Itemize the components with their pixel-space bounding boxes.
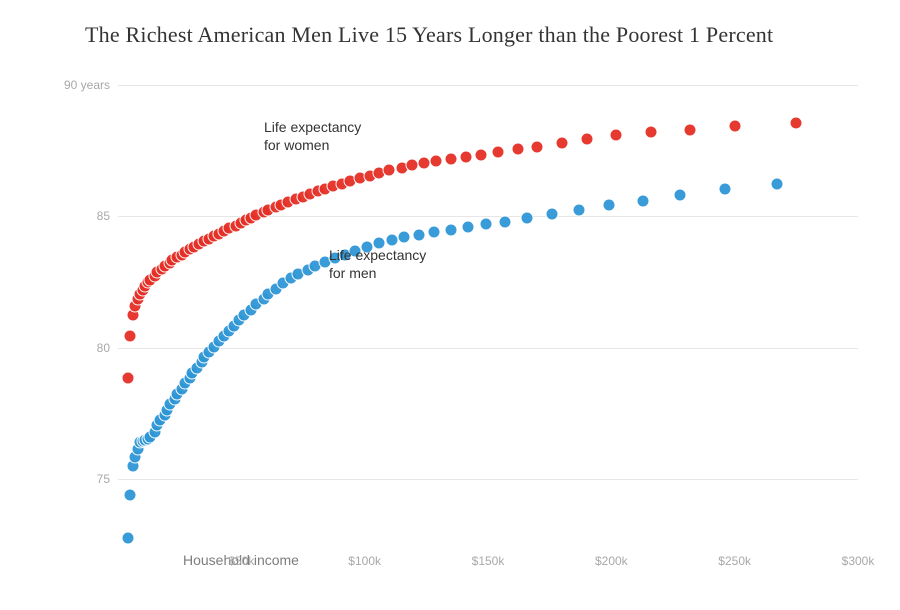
chart-title: The Richest American Men Live 15 Years L…	[85, 22, 773, 48]
data-point-men	[499, 215, 512, 228]
data-point-women	[644, 126, 657, 139]
series-label-women: Life expectancyfor women	[264, 118, 361, 154]
series-label-men: Life expectancyfor men	[329, 246, 426, 282]
data-point-women	[405, 159, 418, 172]
data-point-women	[383, 164, 396, 177]
data-point-men	[121, 532, 134, 545]
data-point-women	[556, 136, 569, 149]
gridline	[118, 479, 858, 480]
data-point-women	[531, 140, 544, 153]
data-point-men	[427, 226, 440, 239]
data-point-men	[602, 198, 615, 211]
data-point-women	[474, 148, 487, 161]
y-tick-label: 80	[97, 341, 110, 355]
x-tick-label: $100k	[348, 554, 381, 568]
data-point-men	[445, 223, 458, 236]
plot-area	[118, 85, 858, 545]
data-point-women	[790, 117, 803, 130]
x-tick-label: $200k	[595, 554, 628, 568]
data-point-men	[462, 220, 475, 233]
data-point-men	[398, 231, 411, 244]
x-tick-label: $150k	[472, 554, 505, 568]
data-point-women	[121, 372, 134, 385]
data-point-men	[637, 194, 650, 207]
data-point-men	[718, 182, 731, 195]
data-point-men	[546, 207, 559, 220]
data-point-women	[430, 154, 443, 167]
gridline	[118, 348, 858, 349]
data-point-men	[521, 211, 534, 224]
chart-container: The Richest American Men Live 15 Years L…	[0, 0, 900, 610]
x-tick-label: $250k	[718, 554, 751, 568]
data-point-women	[459, 150, 472, 163]
data-point-men	[573, 203, 586, 216]
data-point-women	[124, 330, 137, 343]
gridline	[118, 216, 858, 217]
data-point-women	[445, 152, 458, 165]
data-point-women	[580, 132, 593, 145]
data-point-women	[728, 119, 741, 132]
data-point-men	[124, 489, 137, 502]
data-point-women	[417, 156, 430, 169]
gridline	[118, 85, 858, 86]
data-point-women	[610, 128, 623, 141]
data-point-women	[511, 143, 524, 156]
data-point-men	[674, 189, 687, 202]
data-point-men	[412, 228, 425, 241]
y-tick-label: 90 years	[64, 78, 110, 92]
data-point-men	[385, 234, 398, 247]
data-point-women	[491, 146, 504, 159]
y-tick-label: 75	[97, 472, 110, 486]
data-point-men	[479, 218, 492, 231]
x-tick-label: $300k	[842, 554, 875, 568]
x-tick-label: $50k	[228, 554, 254, 568]
data-point-men	[770, 177, 783, 190]
y-tick-label: 85	[97, 209, 110, 223]
data-point-women	[684, 123, 697, 136]
